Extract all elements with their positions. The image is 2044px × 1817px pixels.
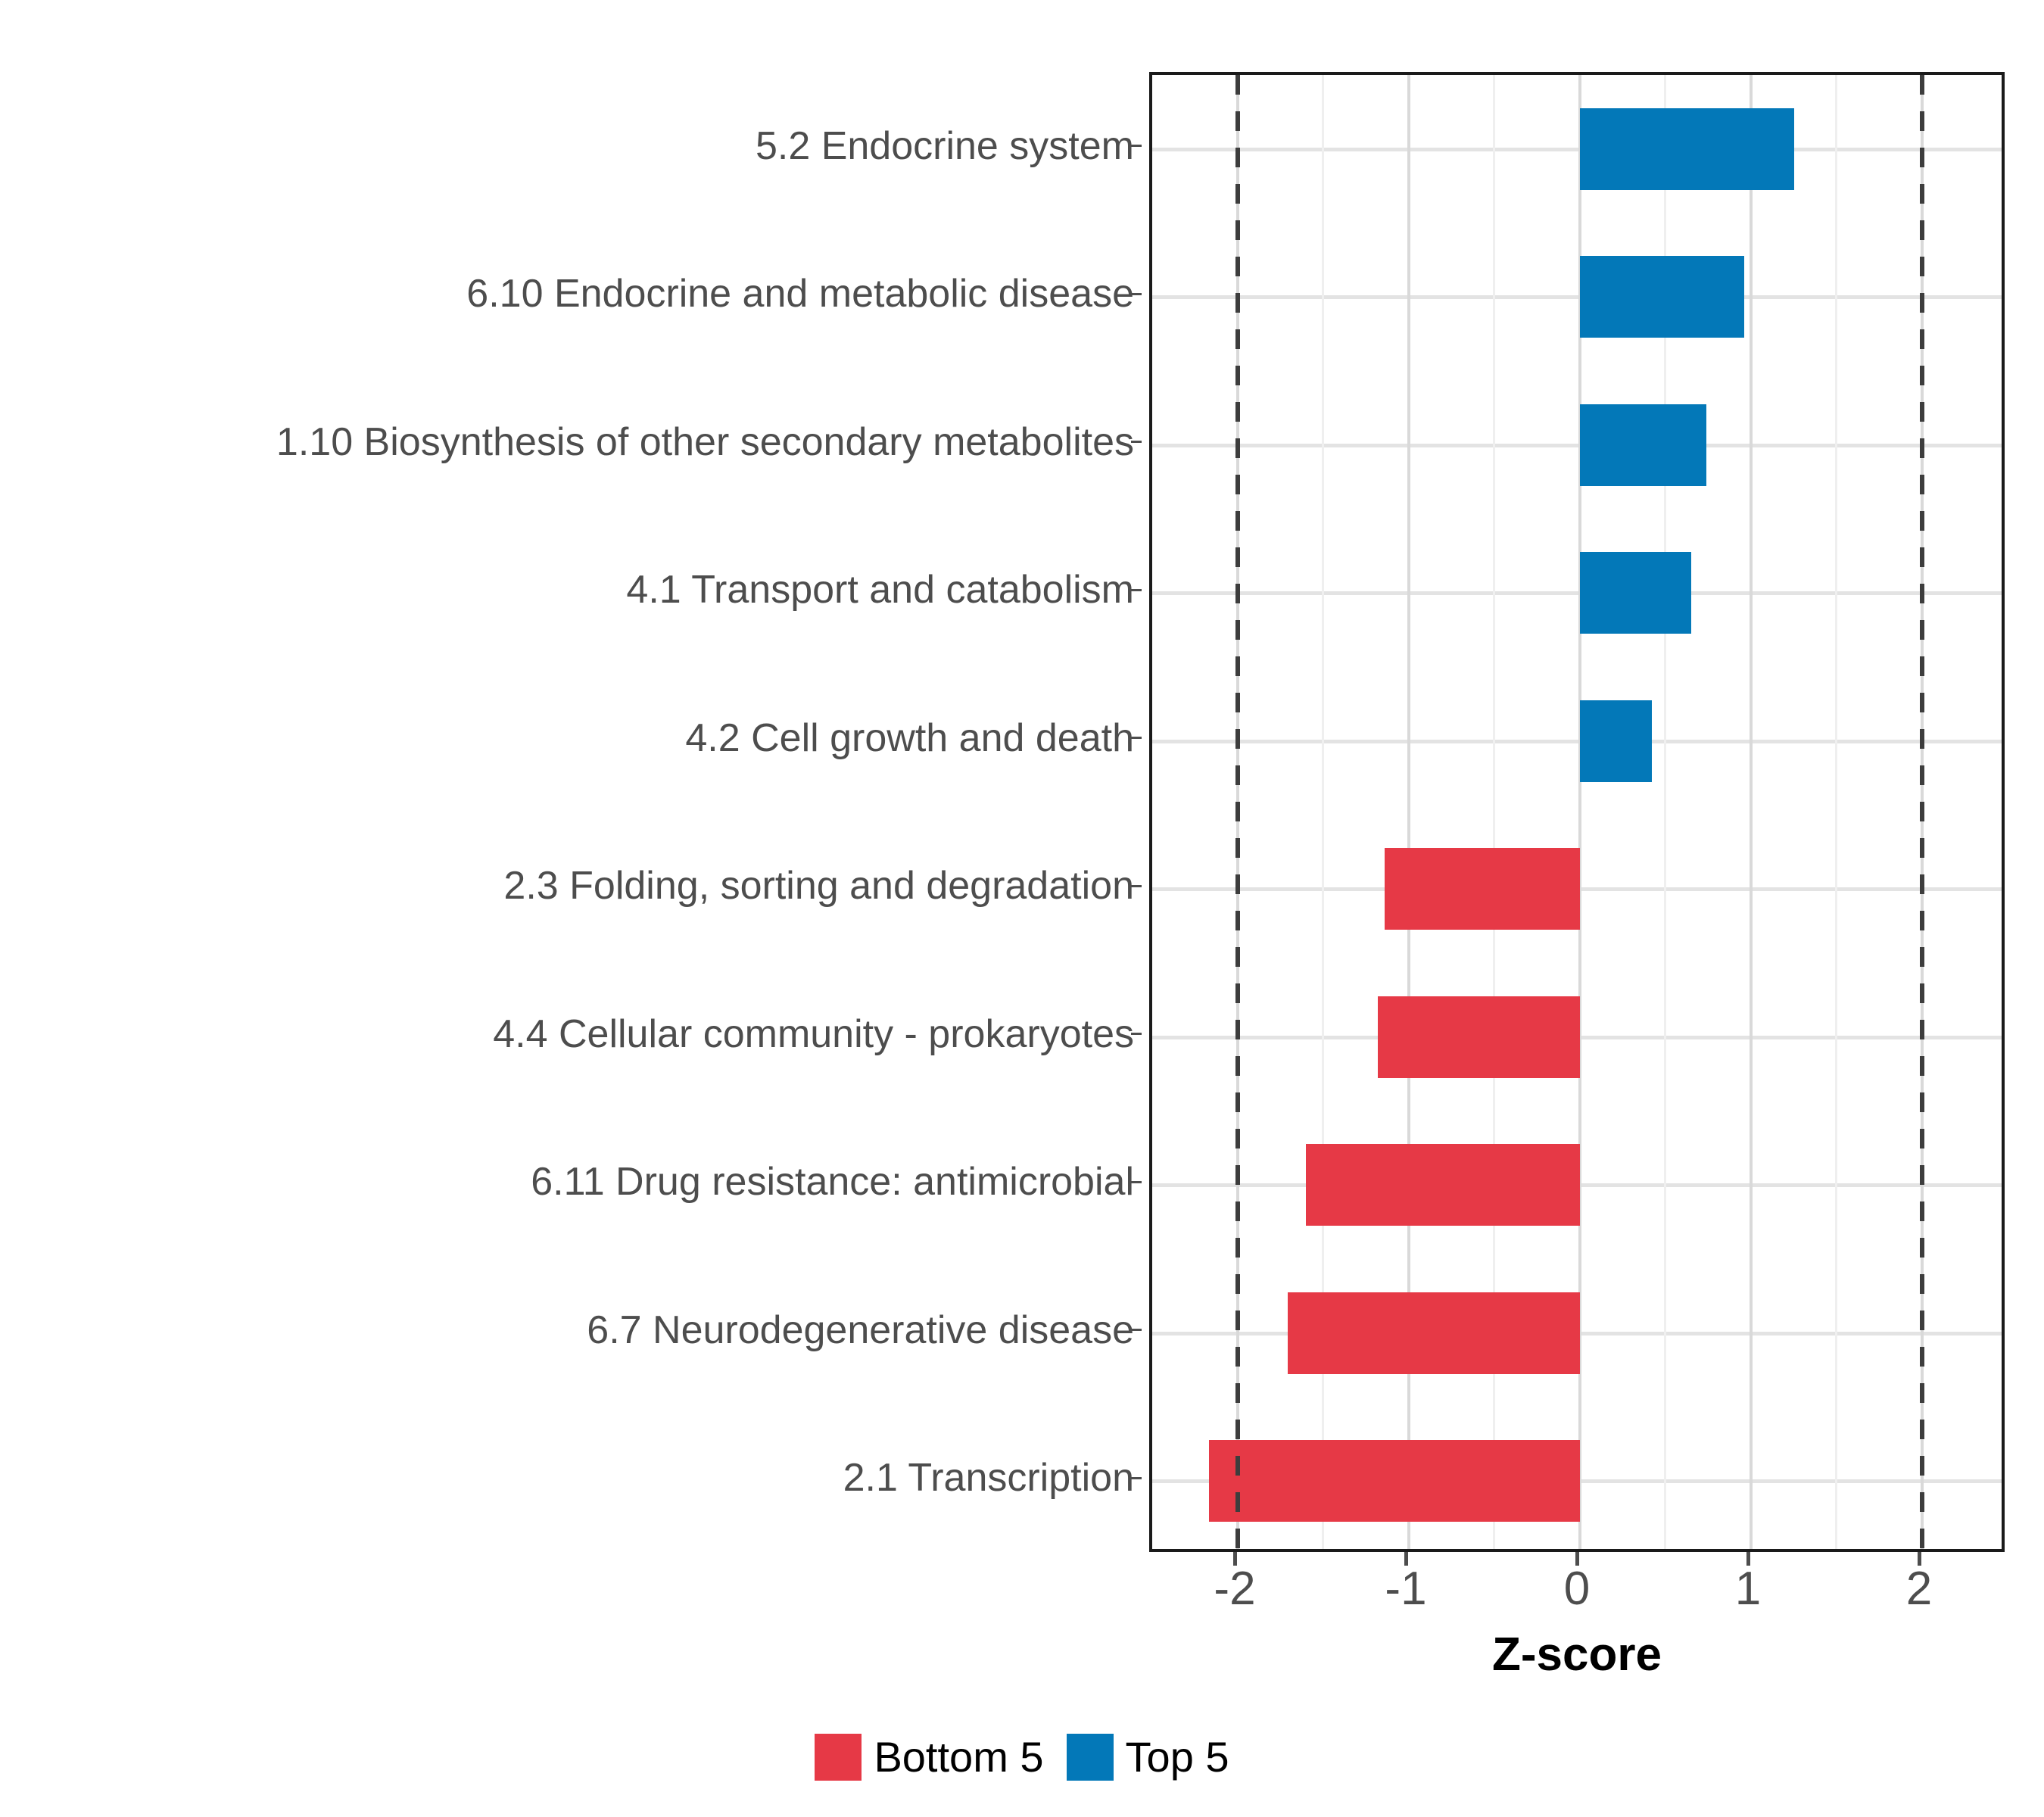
y-axis-label-text: 6.11 Drug resistance: antimicrobial — [531, 1160, 1134, 1205]
x-axis-tick-2 — [1575, 1552, 1579, 1566]
x-axis-tick-1 — [1404, 1552, 1408, 1566]
y-axis-label-text: 5.2 Endocrine system — [755, 123, 1134, 168]
bar-1[interactable] — [1580, 256, 1744, 338]
vertical-gridline-minor — [1493, 75, 1495, 1549]
x-axis-tick-4 — [1918, 1552, 1921, 1566]
y-axis-label-8: 6.7 Neurodegenerative disease — [0, 1256, 1142, 1404]
vertical-gridline-minor — [1664, 75, 1666, 1549]
x-axis-tick-labels: -2 -1 0 1 2 — [1149, 1566, 2005, 1625]
x-axis-title: Z-score — [1492, 1628, 1662, 1681]
bar-7[interactable] — [1306, 1144, 1580, 1226]
bar-5[interactable] — [1385, 848, 1580, 930]
y-axis-label-text: 4.4 Cellular community - prokaryotes — [493, 1011, 1134, 1056]
bar-4[interactable] — [1580, 700, 1652, 782]
horizontal-gridline — [1152, 147, 2002, 151]
vertical-gridline-minor — [1835, 75, 1837, 1549]
y-axis-label-text: 2.3 Folding, sorting and degradation — [503, 864, 1134, 908]
x-axis-tick-label-4: 2 — [1905, 1563, 1933, 1615]
x-axis-tick-label-2: 0 — [1563, 1563, 1591, 1615]
y-axis-tick-mark — [1131, 441, 1142, 444]
horizontal-gridline — [1152, 739, 2002, 743]
y-axis-label-3: 4.1 Transport and catabolism — [0, 516, 1142, 665]
y-axis-label-7: 6.11 Drug resistance: antimicrobial — [0, 1108, 1142, 1257]
y-axis-tick-mark — [1131, 1329, 1142, 1332]
y-axis-label-9: 2.1 Transcription — [0, 1404, 1142, 1553]
y-axis-label-text: 4.1 Transport and catabolism — [626, 568, 1134, 612]
y-axis-label-text: 6.10 Endocrine and metabolic disease — [466, 272, 1134, 316]
y-axis-label-1: 6.10 Endocrine and metabolic disease — [0, 220, 1142, 369]
vertical-gridline — [1578, 75, 1581, 1549]
y-axis-label-5: 2.3 Folding, sorting and degradation — [0, 812, 1142, 961]
y-axis-tick-mark — [1131, 884, 1142, 887]
y-axis-tick-mark — [1131, 1180, 1142, 1183]
x-axis-tick-label-0: -2 — [1214, 1563, 1256, 1615]
x-axis-tick-label-3: 1 — [1734, 1563, 1762, 1615]
horizontal-gridline — [1152, 295, 2002, 300]
y-axis-label-4: 4.2 Cell growth and death — [0, 664, 1142, 812]
plot-panel — [1149, 72, 2005, 1552]
bar-8[interactable] — [1287, 1292, 1580, 1374]
bar-2[interactable] — [1580, 404, 1707, 486]
y-axis-tick-mark — [1131, 292, 1142, 295]
bar-3[interactable] — [1580, 552, 1691, 634]
y-axis-label-text: 1.10 Biosynthesis of other secondary met… — [276, 419, 1134, 464]
y-axis-label-text: 2.1 Transcription — [843, 1456, 1134, 1501]
legend-swatch-icon — [1066, 1734, 1114, 1781]
y-axis-tick-mark — [1131, 737, 1142, 740]
bar-6[interactable] — [1378, 996, 1580, 1078]
legend-label: Bottom 5 — [874, 1733, 1044, 1781]
y-axis-label-text: 4.2 Cell growth and death — [685, 715, 1134, 760]
x-axis-tick-0 — [1233, 1552, 1237, 1566]
reference-line--2 — [1235, 75, 1240, 1549]
chart-legend: Bottom 5 Top 5 — [0, 1734, 2044, 1781]
y-axis-category-labels: 5.2 Endocrine system 6.10 Endocrine and m… — [0, 72, 1142, 1552]
y-axis-tick-mark — [1131, 1033, 1142, 1036]
horizontal-gridline — [1152, 443, 2002, 447]
x-axis-tick-3 — [1746, 1552, 1750, 1566]
vertical-gridline — [1407, 75, 1410, 1549]
y-axis-label-text: 6.7 Neurodegenerative disease — [587, 1307, 1134, 1352]
legend-item-0[interactable]: Bottom 5 — [815, 1733, 1044, 1781]
y-axis-label-2: 1.10 Biosynthesis of other secondary met… — [0, 368, 1142, 516]
reference-line-2 — [1920, 75, 1924, 1549]
legend-label: Top 5 — [1125, 1733, 1229, 1781]
y-axis-tick-mark — [1131, 1476, 1142, 1479]
legend-item-1[interactable]: Top 5 — [1066, 1733, 1229, 1781]
bar-0[interactable] — [1580, 108, 1794, 190]
y-axis-tick-mark — [1131, 588, 1142, 591]
x-axis-tick-label-1: -1 — [1385, 1563, 1427, 1615]
y-axis-tick-mark — [1131, 145, 1142, 148]
x-axis-tick-marks — [1149, 1552, 2005, 1566]
legend-swatch-icon — [815, 1734, 862, 1781]
bar-9[interactable] — [1208, 1440, 1580, 1522]
y-axis-label-6: 4.4 Cellular community - prokaryotes — [0, 960, 1142, 1108]
y-axis-label-0: 5.2 Endocrine system — [0, 72, 1142, 220]
horizontal-gridline — [1152, 591, 2002, 596]
vertical-gridline-minor — [1322, 75, 1324, 1549]
vertical-gridline — [1750, 75, 1753, 1549]
